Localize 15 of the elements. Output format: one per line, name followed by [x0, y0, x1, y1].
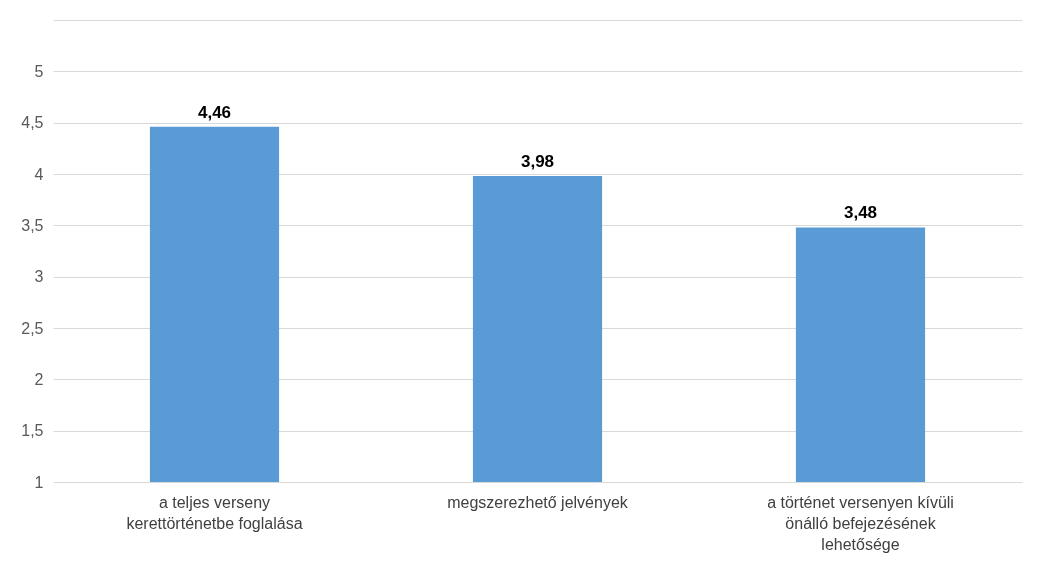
- y-tick-label: 4,5: [21, 114, 44, 132]
- data-label: 4,46: [197, 102, 232, 122]
- x-tick-label: a teljes verseny kerettörténetbe foglalása: [126, 493, 303, 532]
- y-tick-label: 5: [34, 62, 44, 80]
- x-tick-label: megszerezhető jelvények: [447, 493, 629, 511]
- x-tick-label: a történet versenyen kívüli önálló befejezésének lehetősége: [767, 493, 954, 553]
- y-tick-label: 1: [34, 473, 44, 491]
- data-label: 3,98: [520, 152, 555, 172]
- data-label: 3,48: [843, 203, 878, 223]
- y-tick-label: 2,5: [21, 319, 44, 337]
- y-tick-label: 2: [34, 370, 44, 388]
- y-tick-label: 4: [34, 165, 44, 183]
- y-tick-label: 3,5: [21, 216, 44, 234]
- y-tick-label: 3: [34, 268, 44, 286]
- y-tick-label: 1,5: [21, 422, 44, 440]
